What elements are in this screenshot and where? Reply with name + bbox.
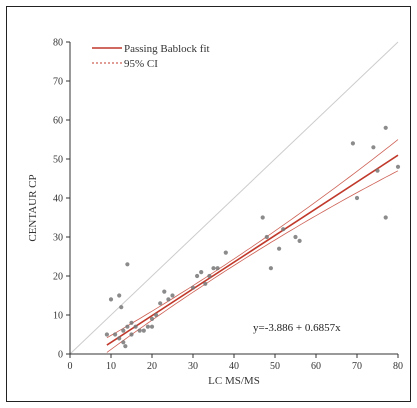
- x-tick-label: 20: [147, 361, 157, 372]
- data-point: [149, 324, 155, 329]
- data-point: [137, 328, 142, 333]
- data-point: [145, 324, 150, 329]
- data-point: [133, 324, 138, 329]
- data-point: [104, 332, 109, 337]
- x-tick-label: 60: [311, 361, 321, 372]
- fit-line: [106, 154, 399, 346]
- data-point: [293, 234, 298, 240]
- x-tick-label: 30: [188, 361, 198, 372]
- x-tick-label: 70: [352, 361, 362, 372]
- data-point: [264, 234, 269, 240]
- data-point: [371, 145, 376, 150]
- data-point: [125, 324, 130, 329]
- y-tick-label: 40: [53, 194, 63, 205]
- data-point: [395, 164, 401, 169]
- ci-lower-line: [106, 170, 399, 353]
- legend-label-ci: 95% CI: [124, 58, 158, 70]
- data-point: [268, 266, 273, 271]
- data-point: [149, 316, 155, 321]
- chart-frame: [6, 6, 411, 402]
- data-point: [154, 312, 159, 318]
- y-tick-label: 70: [53, 77, 63, 88]
- data-point: [195, 273, 200, 279]
- fit-layer: [106, 139, 399, 353]
- data-point: [383, 215, 388, 220]
- data-point: [117, 293, 122, 298]
- y-axis-title: CENTAUR CP: [27, 174, 39, 241]
- legend-label-fit: Passing Bablock fit: [124, 43, 210, 55]
- x-tick-label: 0: [68, 361, 73, 372]
- data-point: [277, 246, 282, 251]
- identity-line-layer: [69, 41, 399, 355]
- data-point: [223, 250, 228, 255]
- fit-equation: y=-3.886 + 0.6857x: [253, 322, 341, 334]
- x-tick-label: 40: [229, 361, 239, 372]
- data-point: [108, 297, 114, 302]
- y-tick-label: 80: [53, 38, 63, 49]
- data-point: [166, 297, 171, 302]
- points-layer: [104, 125, 401, 349]
- data-point: [129, 320, 134, 325]
- x-tick-label: 10: [106, 361, 116, 372]
- data-point: [297, 238, 302, 243]
- data-point: [141, 328, 146, 333]
- data-point: [199, 270, 204, 275]
- data-point: [170, 293, 175, 298]
- data-point: [207, 273, 212, 279]
- y-tick-label: 30: [53, 233, 63, 244]
- data-point: [113, 332, 118, 337]
- data-point: [350, 141, 355, 146]
- data-point: [375, 168, 380, 173]
- y-tick-label: 20: [53, 272, 63, 283]
- data-point: [203, 281, 208, 286]
- axes: 0 10 20 30 40 50 60 70 80 0 10 20 30 40 50 60 70 80: [53, 38, 403, 373]
- data-point: [117, 336, 122, 341]
- data-point: [215, 266, 220, 271]
- data-point: [162, 289, 167, 294]
- x-tick-label: 80: [393, 361, 403, 372]
- x-tick-label: 50: [270, 361, 280, 372]
- data-point: [123, 344, 128, 349]
- identity-line: [69, 41, 399, 355]
- data-point: [121, 340, 126, 345]
- data-point: [125, 262, 130, 267]
- y-tick-label: 50: [53, 155, 63, 166]
- data-point: [119, 305, 124, 310]
- data-point: [129, 332, 134, 337]
- data-point: [260, 215, 265, 220]
- ci-upper-line: [106, 139, 399, 339]
- data-point: [354, 195, 360, 201]
- x-axis-title: LC MS/MS: [208, 375, 260, 387]
- data-point: [158, 301, 163, 306]
- data-point: [383, 125, 388, 130]
- y-tick-label: 0: [58, 350, 63, 361]
- data-point: [190, 285, 196, 290]
- legend: Passing Bablock fit 95% CI: [92, 43, 210, 70]
- data-point: [211, 266, 216, 271]
- y-tick-label: 60: [53, 116, 63, 127]
- data-point: [121, 328, 126, 333]
- y-tick-label: 10: [53, 311, 63, 322]
- data-point: [281, 227, 286, 232]
